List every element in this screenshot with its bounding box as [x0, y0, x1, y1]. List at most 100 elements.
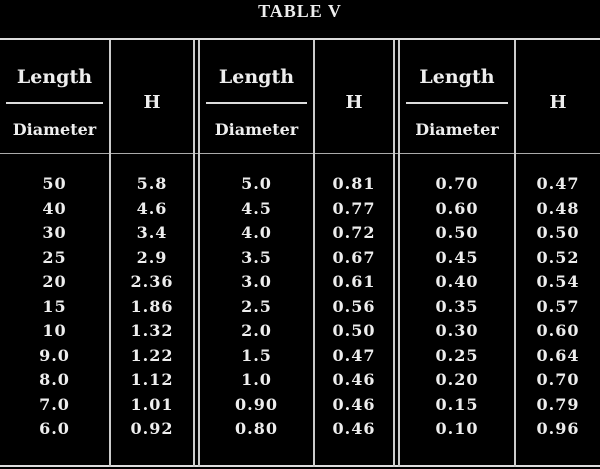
table-cell: 2.36: [130, 272, 174, 291]
header-h: H: [549, 92, 567, 113]
table-cell: 0.47: [536, 174, 580, 193]
column-header: H: [111, 42, 193, 154]
header-diameter: Diameter: [12, 120, 97, 139]
table-cell: 1.32: [130, 321, 174, 340]
table-cell: 0.60: [435, 198, 479, 218]
table-cell: 0.30: [435, 321, 479, 340]
column-header: Length Diameter: [200, 42, 313, 154]
table-cell: 3.5: [241, 247, 272, 267]
table-cell: 4.0: [241, 223, 272, 242]
table-cell: 0.52: [536, 247, 580, 267]
length-diameter-column: Length Diameter 50 40 30 25 20 15 10 9.0 8.0 7.0 6…: [0, 42, 109, 462]
column-divider: [109, 40, 111, 467]
table-cell: 0.47: [332, 345, 376, 365]
table-cell: 25: [42, 247, 67, 267]
column-header: H: [516, 42, 600, 154]
table-cell: 0.60: [536, 321, 580, 340]
table-cell: 0.67: [332, 247, 376, 267]
fraction-bar: [406, 102, 508, 104]
table-cell: 0.80: [235, 419, 278, 438]
group-divider: [193, 40, 195, 467]
table-cell: 0.20: [435, 370, 479, 389]
group-divider: [198, 40, 200, 467]
table-cell: 4.5: [241, 198, 272, 218]
table-cell: 50: [42, 174, 67, 193]
table-cell: 0.70: [536, 370, 580, 389]
table-cell: 1.22: [130, 345, 174, 365]
header-length: Length: [218, 66, 295, 88]
column-header: H: [315, 42, 393, 154]
table-cell: 0.46: [332, 370, 376, 389]
table-cell: 0.45: [435, 247, 479, 267]
table-cell: 0.96: [536, 419, 580, 438]
table-cell: 0.10: [435, 419, 479, 438]
table-cell: 0.56: [332, 296, 376, 316]
table-cell: 1.01: [130, 394, 174, 414]
table-cell: 0.90: [235, 394, 278, 414]
table-cell: 20: [42, 272, 67, 291]
table-cell: 0.77: [332, 198, 376, 218]
table-title: TABLE V: [258, 1, 342, 21]
table-cell: 0.40: [435, 272, 479, 291]
table-cell: 0.92: [130, 419, 174, 438]
header-length: Length: [16, 66, 93, 88]
table-cell: 0.46: [332, 394, 376, 414]
column-divider: [313, 40, 315, 467]
header-diameter: Diameter: [415, 120, 499, 139]
table-cell: 1.12: [130, 370, 174, 389]
column-header: Length Diameter: [0, 42, 109, 154]
table-cell: 0.64: [536, 345, 580, 365]
table-cell: 1.0: [241, 370, 272, 389]
header-length: Length: [419, 66, 495, 88]
table-cell: 0.70: [435, 174, 479, 193]
header-diameter: Diameter: [214, 120, 299, 139]
table-cell: 5.0: [241, 174, 272, 193]
top-rule: [0, 38, 600, 40]
table-cell: 2.0: [241, 321, 272, 340]
table-cell: 0.35: [435, 296, 479, 316]
column-header: Length Diameter: [400, 42, 514, 154]
table-cell: 3.4: [136, 223, 168, 242]
table-cell: 2.9: [136, 247, 168, 267]
table-cell: 0.48: [536, 198, 580, 218]
table-cell: 0.25: [435, 345, 479, 365]
fraction-bar: [206, 102, 307, 104]
table-cell: 7.0: [39, 394, 70, 414]
table-cell: 2.5: [241, 296, 272, 316]
group-divider: [398, 40, 400, 467]
header-h: H: [345, 92, 363, 113]
table-cell: 0.50: [332, 321, 376, 340]
table-cell: 0.50: [435, 223, 479, 242]
h-column: H 0.81 0.77 0.72 0.67 0.61 0.56 0.50 0.47 0.46 0.…: [315, 42, 393, 462]
table-cell: 0.15: [435, 394, 479, 414]
table-cell: 0.54: [536, 272, 580, 291]
table-cell: 0.61: [332, 272, 376, 291]
table-cell: 1.86: [130, 296, 174, 316]
table-cell: 6.0: [39, 419, 70, 438]
table-cell: 15: [42, 296, 67, 316]
table-cell: 0.81: [332, 174, 376, 193]
h-column: H 5.8 4.6 3.4 2.9 2.36 1.86 1.32 1.22 1.12 1.01 0.…: [111, 42, 193, 462]
length-diameter-column: Length Diameter 0.70 0.60 0.50 0.45 0.40 0.35…: [400, 42, 514, 462]
table-cell: 3.0: [241, 272, 272, 291]
table-cell: 0.79: [536, 394, 580, 414]
table-cell: 30: [42, 223, 67, 242]
table-cell: 5.8: [136, 174, 168, 193]
table-cell: 1.5: [241, 345, 272, 365]
column-divider: [514, 40, 516, 467]
table-cell: 10: [42, 321, 67, 340]
table-cell: 0.50: [536, 223, 580, 242]
table-cell: 0.46: [332, 419, 376, 438]
table-cell: 0.72: [332, 223, 376, 242]
table-cell: 0.57: [536, 296, 580, 316]
bottom-rule: [0, 465, 600, 467]
table-cell: 8.0: [39, 370, 70, 389]
fraction-bar: [6, 102, 103, 104]
table-cell: 4.6: [136, 198, 168, 218]
length-diameter-column: Length Diameter 5.0 4.5 4.0 3.5 3.0 2.5 2.0 1.5…: [200, 42, 313, 462]
header-rule: [0, 153, 600, 154]
table-cell: 40: [42, 198, 67, 218]
header-h: H: [143, 92, 161, 113]
table-cell: 9.0: [39, 345, 70, 365]
group-divider: [393, 40, 395, 467]
